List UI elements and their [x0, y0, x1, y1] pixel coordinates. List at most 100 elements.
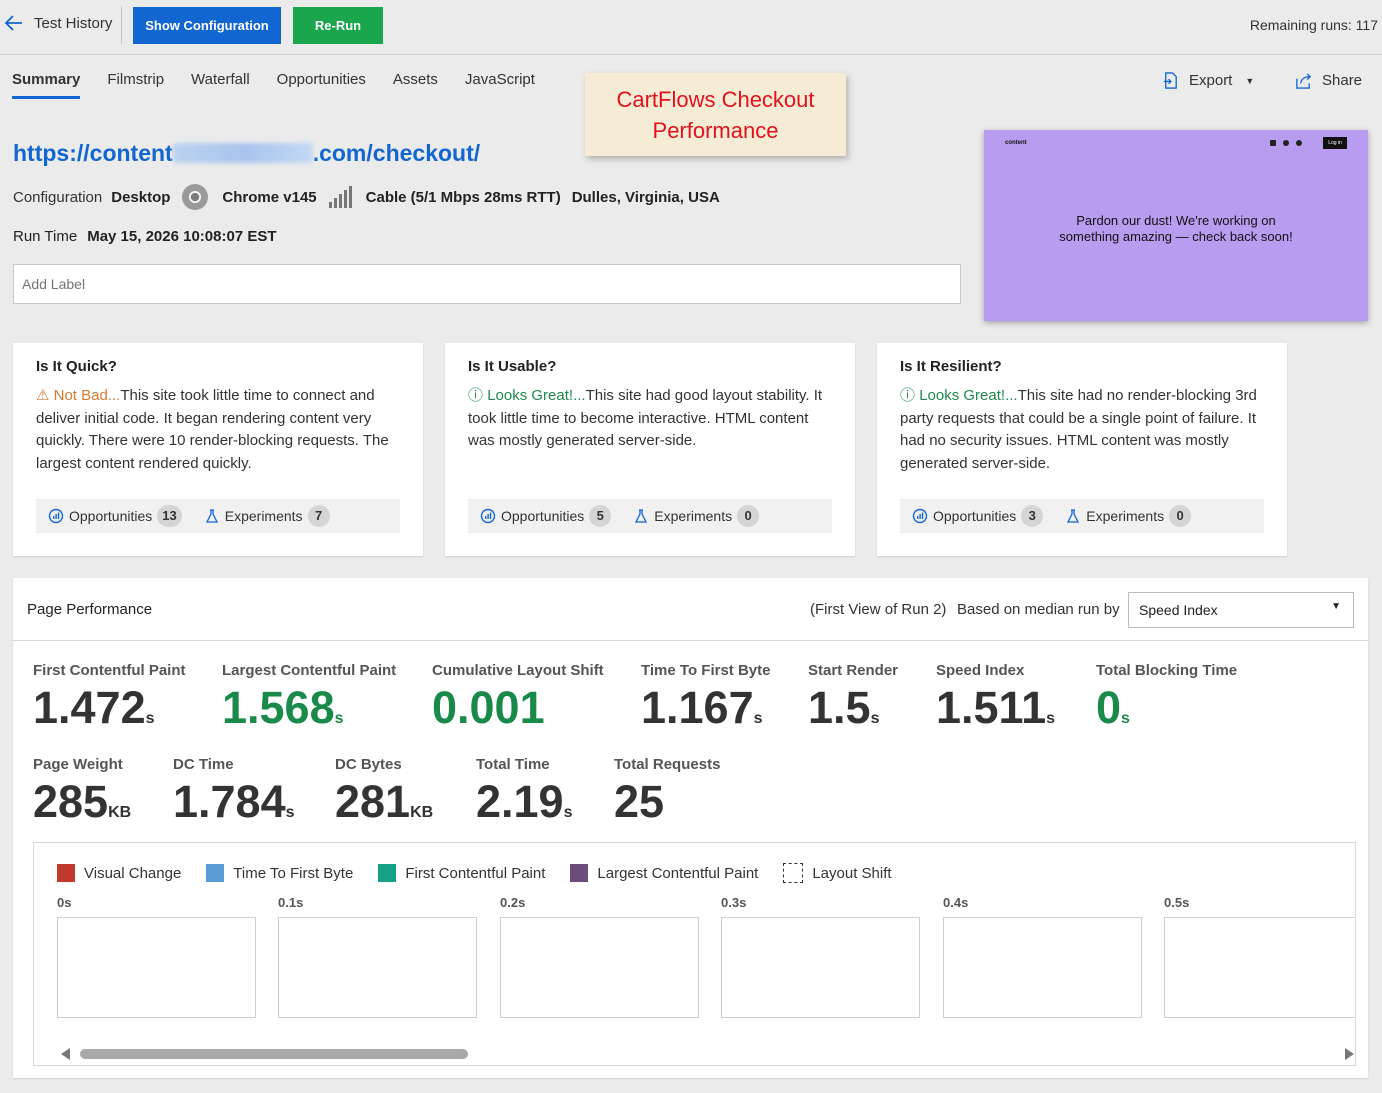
card-text: ⓘ Looks Great!...This site had good layo…: [468, 385, 838, 453]
tab-summary[interactable]: Summary: [12, 71, 81, 99]
opportunities-count: 13: [157, 505, 182, 527]
legend-label: Layout Shift: [812, 864, 892, 882]
median-basis-label: Based on median run by: [957, 601, 1120, 618]
metric-tbt: Total Blocking Time 0s: [1096, 662, 1237, 744]
metric-unit: s: [870, 710, 880, 727]
metric-label: Start Render: [808, 662, 899, 679]
usable-card: Is It Usable? ⓘ Looks Great!...This site…: [445, 343, 855, 556]
metric-value: 1.472: [33, 682, 146, 733]
metric-value: 1.167: [641, 682, 754, 733]
metric-label: Speed Index: [936, 662, 1025, 679]
device: Desktop: [111, 188, 171, 206]
filmstrip-frame[interactable]: 0.1s: [278, 895, 477, 1018]
experiments-link[interactable]: Experiments 0: [1065, 505, 1192, 527]
tab-assets[interactable]: Assets: [392, 71, 438, 88]
frame-thumbnail: [1164, 917, 1355, 1018]
social-icon: [1283, 140, 1289, 146]
run-time-label: Run Time: [13, 228, 78, 245]
metric-value-wrap: 1.5s: [808, 683, 898, 744]
median-metric-select[interactable]: Speed Index ▼: [1128, 592, 1354, 628]
experiments-link[interactable]: Experiments 0: [633, 505, 760, 527]
metric-unit: s: [285, 804, 295, 821]
chrome-icon: [182, 184, 209, 210]
legend-label: Time To First Byte: [233, 864, 354, 882]
metric-page-weight: Page Weight 285KB: [33, 756, 131, 838]
panel-title: Page Performance: [27, 601, 153, 618]
tab-filmstrip[interactable]: Filmstrip: [107, 71, 165, 88]
legend-swatch: [783, 863, 804, 883]
export-button[interactable]: Export ▼: [1161, 71, 1254, 90]
metric-value: 2.19: [476, 776, 564, 827]
card-description: This site took little time to connect an…: [36, 387, 389, 472]
legend-item: Visual Change: [57, 864, 181, 882]
url-suffix: .com/checkout/: [312, 140, 481, 166]
filmstrip-frame[interactable]: 0.3s: [721, 895, 920, 1018]
card-footer: Opportunities 13 Experiments 7: [36, 499, 400, 533]
config-label: Configuration: [13, 188, 103, 206]
tab-opportunities[interactable]: Opportunities: [276, 71, 366, 88]
filmstrip-frame[interactable]: 0.2s: [500, 895, 699, 1018]
filmstrip-scrollbar[interactable]: [61, 1048, 1354, 1060]
metric-label: Total Requests: [614, 756, 721, 773]
opportunities-link[interactable]: Opportunities 13: [48, 505, 182, 527]
card-text: ⓘ Looks Great!...This site had no render…: [900, 385, 1270, 475]
metric-value-wrap: 1.511s: [936, 683, 1055, 744]
metric-total-requests: Total Requests 25: [614, 756, 720, 838]
opportunities-icon: [480, 508, 496, 524]
add-label-input[interactable]: [13, 264, 961, 304]
scroll-right-icon[interactable]: [1345, 1048, 1354, 1060]
metric-label: Cumulative Layout Shift: [432, 662, 604, 679]
frame-time: 0.2s: [500, 895, 526, 910]
rerun-button[interactable]: Re-Run: [293, 7, 383, 44]
experiments-link[interactable]: Experiments 7: [204, 505, 330, 527]
url-prefix: https://content: [13, 140, 173, 166]
scrollbar-thumb[interactable]: [80, 1049, 468, 1059]
metric-label: Total Blocking Time: [1096, 662, 1238, 679]
page-performance-panel: Page Performance (First View of Run 2) B…: [13, 578, 1368, 1078]
legend-swatch: [570, 864, 589, 882]
tab-waterfall[interactable]: Waterfall: [191, 71, 250, 88]
legend-swatch: [378, 864, 397, 882]
social-icon: [1296, 140, 1302, 146]
legend-item: First Contentful Paint: [378, 864, 545, 882]
filmstrip-frame[interactable]: 0s: [57, 895, 256, 1018]
metric-value: 1.568: [222, 682, 335, 733]
page-screenshot-preview[interactable]: content Log in Pardon our dust! We're wo…: [984, 130, 1368, 321]
filmstrip-frame[interactable]: 0.4s: [943, 895, 1142, 1018]
divider: [121, 6, 122, 44]
metric-lcp: Largest Contentful Paint 1.568s: [222, 662, 396, 744]
frame-time: 0s: [57, 895, 72, 910]
metric-value-wrap: 285KB: [33, 777, 131, 838]
back-to-test-history[interactable]: Test History: [4, 13, 112, 33]
opportunities-count: 3: [1021, 505, 1044, 527]
show-configuration-button[interactable]: Show Configuration: [133, 7, 281, 44]
scroll-left-icon[interactable]: [61, 1048, 70, 1060]
experiments-label: Experiments: [224, 508, 303, 524]
opportunities-link[interactable]: Opportunities 3: [912, 505, 1044, 527]
metric-speed-index: Speed Index 1.511s: [936, 662, 1055, 744]
preview-message-line: Pardon our dust! We're working on: [1076, 213, 1276, 228]
filmstrip-legend: Visual Change Time To First Byte First C…: [57, 863, 917, 883]
export-icon: [1163, 72, 1177, 89]
metric-value: 1.511: [936, 682, 1047, 733]
metric-unit: s: [145, 710, 155, 727]
legend-label: Largest Contentful Paint: [597, 864, 759, 882]
card-text: ⚠ Not Bad...This site took little time t…: [36, 385, 406, 475]
note-line: Performance: [652, 118, 779, 143]
metric-unit: s: [563, 804, 573, 821]
note-line: CartFlows Checkout: [616, 87, 815, 112]
preview-brand: content: [1005, 140, 1027, 146]
arrow-left-icon: [4, 15, 22, 31]
back-label: Test History: [34, 14, 113, 32]
opportunities-icon: [912, 508, 928, 524]
share-button[interactable]: Share: [1294, 71, 1362, 90]
tested-url-link[interactable]: https://content .com/checkout/: [13, 140, 480, 167]
frame-time: 0.4s: [943, 895, 969, 910]
tab-javascript[interactable]: JavaScript: [464, 71, 535, 88]
legend-label: Visual Change: [84, 864, 182, 882]
opportunities-link[interactable]: Opportunities 5: [480, 505, 612, 527]
filmstrip-frame[interactable]: 0.5s: [1164, 895, 1355, 1018]
metric-unit: s: [1121, 710, 1130, 727]
metric-start-render: Start Render 1.5s: [808, 662, 898, 744]
card-title: Is It Usable?: [468, 358, 557, 375]
